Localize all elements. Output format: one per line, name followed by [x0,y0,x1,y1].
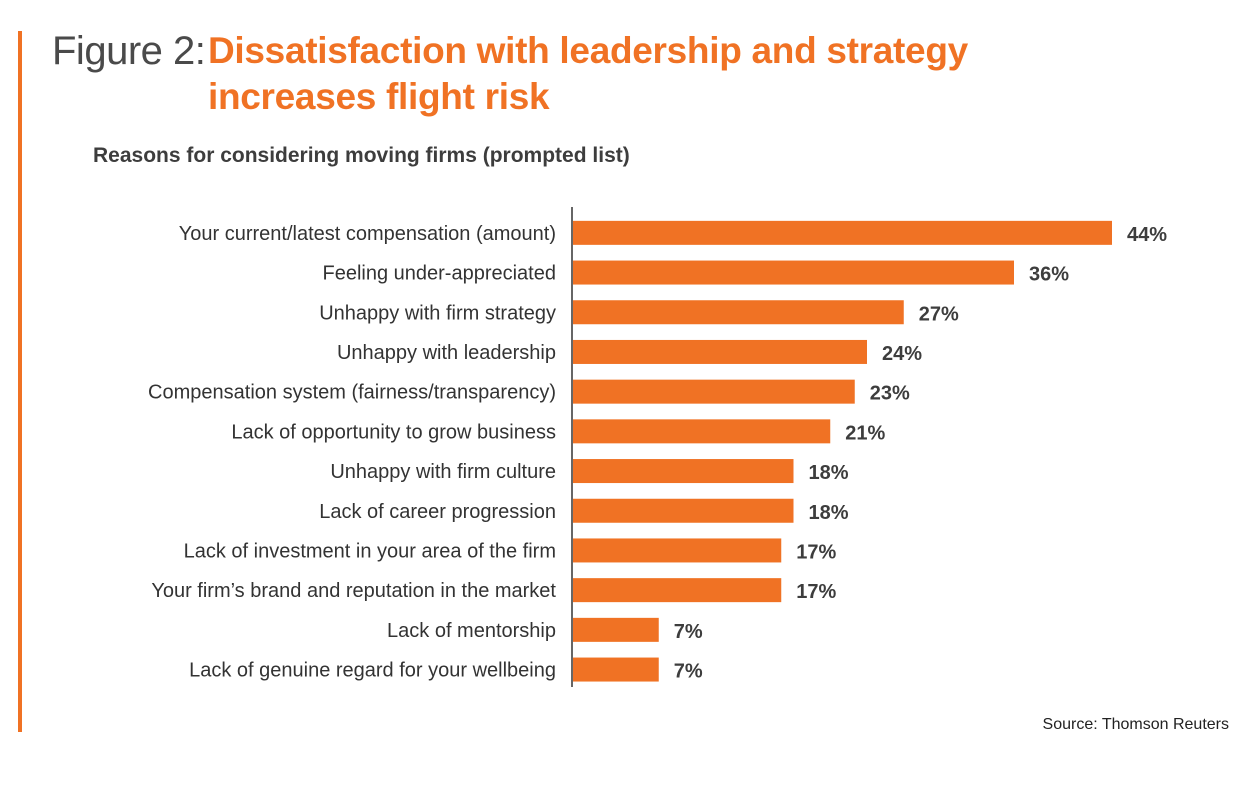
value-label: 23% [870,383,910,405]
figure-number: Figure 2: [52,29,206,73]
value-label: 17% [796,581,836,603]
category-label: Lack of genuine regard for your wellbein… [189,660,556,682]
value-label: 24% [882,343,922,365]
category-label: Your firm’s brand and reputation in the … [151,580,556,602]
bar [573,459,794,484]
bar [573,379,855,404]
bar [573,617,659,642]
category-label: Unhappy with leadership [337,342,556,364]
bar [573,339,867,364]
category-label: Unhappy with firm culture [330,461,556,483]
figure-headline: Dissatisfaction with leadership and stra… [208,30,968,117]
category-label: Lack of investment in your area of the f… [184,540,556,562]
bar [573,578,782,603]
value-label: 21% [845,422,885,444]
source-note: Source: Thomson Reuters [1042,716,1229,733]
category-label: Feeling under-appreciated [323,263,557,285]
bar [573,419,831,444]
category-label: Unhappy with firm strategy [319,302,556,324]
category-label: Lack of career progression [319,501,556,523]
bar [573,538,782,563]
value-label: 18% [809,462,849,484]
value-label: 17% [796,541,836,563]
bar [573,498,794,523]
value-label: 18% [809,502,849,524]
chart-subtitle: Reasons for considering moving firms (pr… [93,144,630,167]
bar [573,300,904,325]
category-label: Lack of mentorship [387,620,556,642]
category-label: Lack of opportunity to grow business [231,421,556,443]
value-label: 27% [919,303,959,325]
value-label: 36% [1029,264,1069,286]
bar [573,260,1014,285]
category-label: Your current/latest compensation (amount… [179,223,556,245]
accent-rule [18,31,22,732]
bar [573,220,1112,245]
category-label: Compensation system (fairness/transparen… [148,382,556,404]
bar [573,657,659,682]
value-label: 7% [674,661,703,683]
value-label: 44% [1127,224,1167,246]
value-label: 7% [674,621,703,643]
